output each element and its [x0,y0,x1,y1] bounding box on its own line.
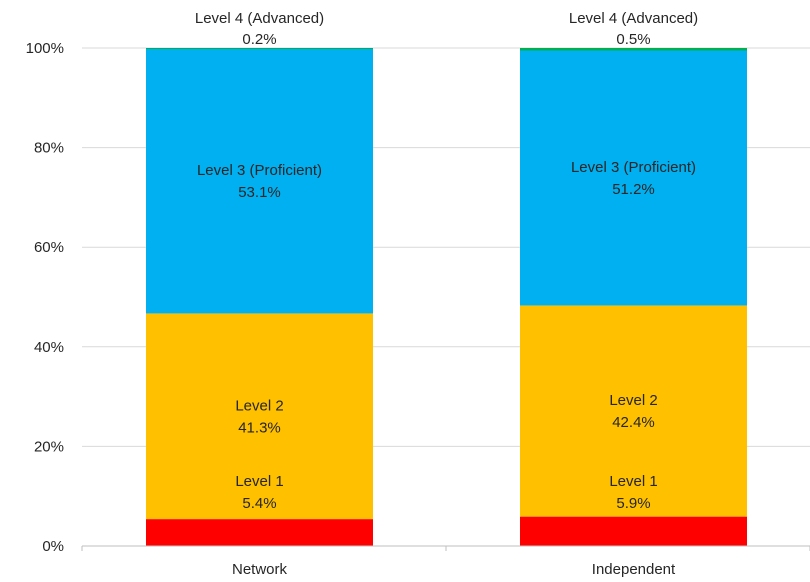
data-labels: Level 1 5.4% Level 2 41.3% Level 3 (Proficie… [195,10,698,512]
x-category-label: Network [232,561,288,578]
axes: 0% 20% 40% 60% 80% 100% Network Independent [26,40,810,578]
bar-segment-level-1 [146,519,373,546]
bar-segment-level-1 [520,516,747,546]
data-label-value: 0.5% [616,31,650,48]
data-label-series: Level 3 (Proficient) [571,159,696,176]
data-label-value: 51.2% [612,181,655,198]
data-label-series: Level 1 [235,473,283,490]
bar-segment-level-2 [520,305,747,517]
data-label-series: Level 2 [609,392,657,409]
bar-segment-level-4-advanced [146,48,373,49]
y-tick-label: 80% [34,140,64,157]
data-label-series: Level 4 (Advanced) [569,10,698,27]
bar-segment-level-3-proficient [146,48,373,314]
data-label-series: Level 2 [235,397,283,414]
data-label-value: 5.9% [616,495,650,512]
data-label-series: Level 3 (Proficient) [197,162,322,179]
y-tick-label: 40% [34,339,64,356]
y-tick-label: 0% [42,538,64,555]
bar-segment-level-2 [146,313,373,520]
data-label-value: 5.4% [242,495,276,512]
bars [146,48,747,546]
bar-segment-level-3-proficient [520,50,747,306]
x-category-label: Independent [592,561,676,578]
data-label-value: 53.1% [238,184,281,201]
data-label-value: 42.4% [612,414,655,431]
data-label-value: 0.2% [242,31,276,48]
data-label-series: Level 4 (Advanced) [195,10,324,27]
bar-segment-level-4-advanced [520,48,747,51]
data-label-series: Level 1 [609,473,657,490]
y-tick-label: 60% [34,239,64,256]
y-tick-label: 100% [26,40,64,57]
data-label-value: 41.3% [238,419,281,436]
y-tick-label: 20% [34,438,64,455]
